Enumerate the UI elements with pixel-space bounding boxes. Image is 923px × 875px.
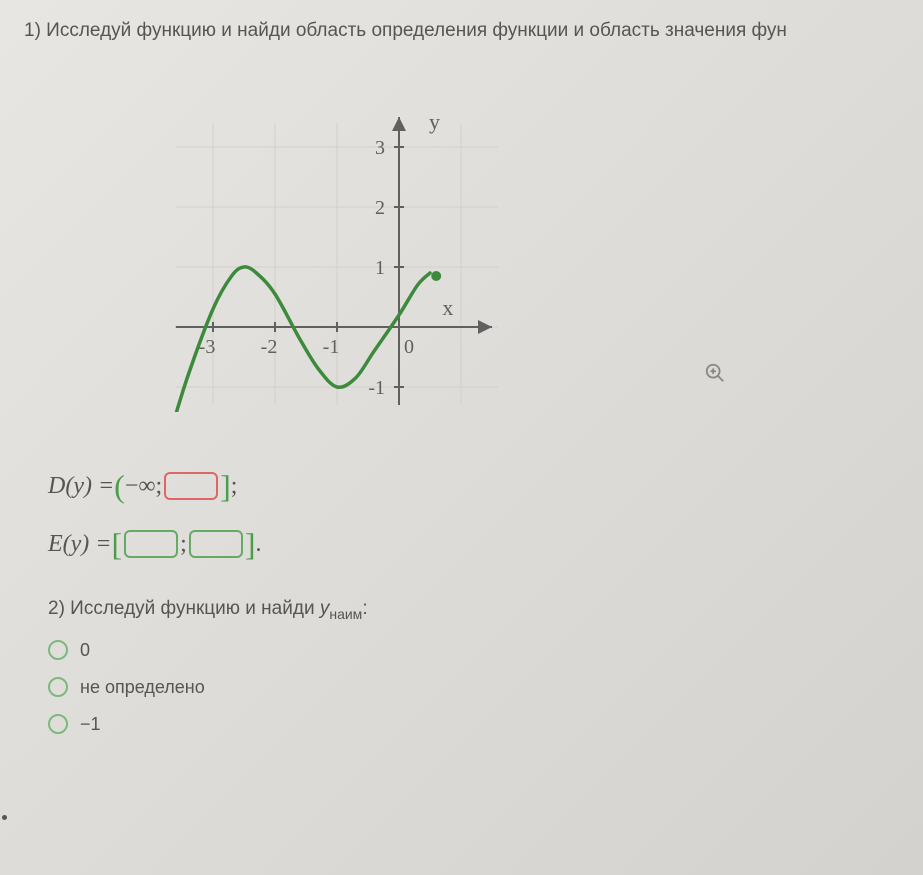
e-sep: ; [180, 526, 187, 562]
option-label: не определено [80, 677, 205, 698]
svg-text:3: 3 [375, 137, 385, 159]
options-list: 0 не определено −1 [48, 640, 899, 735]
open-bracket-e: [ [112, 520, 123, 568]
svg-text:-1: -1 [323, 336, 340, 358]
e-label: E(y) = [48, 526, 112, 562]
q2-suffix: : [362, 598, 367, 619]
formula-range: E(y) = [ ; ] . [48, 520, 899, 568]
q2-sub: наим [329, 606, 362, 622]
open-paren: ( [114, 462, 125, 510]
svg-text:y: y [429, 109, 440, 134]
question-1-text: 1) Исследуй функцию и найди область опре… [24, 20, 899, 42]
d-inner: −∞; [125, 468, 162, 504]
svg-text:x: x [442, 295, 453, 320]
svg-text:-2: -2 [261, 336, 278, 358]
option-1[interactable]: не определено [48, 677, 899, 698]
option-2[interactable]: −1 [48, 714, 899, 735]
e-close: . [255, 526, 261, 562]
q2-var: y [320, 598, 330, 619]
blank-e-upper[interactable] [189, 530, 243, 558]
close-bracket-e: ] [245, 520, 256, 568]
option-label: 0 [80, 640, 90, 661]
d-close: ; [231, 468, 238, 504]
svg-text:2: 2 [375, 197, 385, 219]
svg-text:0: 0 [404, 336, 414, 358]
option-label: −1 [80, 714, 101, 735]
radio-icon [48, 677, 68, 697]
function-chart: yx-3-2-10-1123 [164, 82, 524, 412]
chart-container: yx-3-2-10-1123 [164, 82, 899, 412]
question-2-text: 2) Исследуй функцию и найди yнаим: [48, 598, 899, 622]
formula-domain: D(y) = ( −∞; ] ; [48, 462, 899, 510]
zoom-in-icon[interactable] [704, 362, 726, 390]
blank-e-lower[interactable] [124, 530, 178, 558]
q2-prefix: 2) Исследуй функцию и найди [48, 598, 320, 619]
d-label: D(y) = [48, 468, 114, 504]
option-0[interactable]: 0 [48, 640, 899, 661]
radio-icon [48, 640, 68, 660]
svg-text:-1: -1 [368, 377, 385, 399]
close-bracket-d: ] [220, 462, 231, 510]
decorative-dot [2, 815, 7, 820]
radio-icon [48, 714, 68, 734]
svg-text:1: 1 [375, 257, 385, 279]
blank-d-upper[interactable] [164, 472, 218, 500]
formulas-block: D(y) = ( −∞; ] ; E(y) = [ ; ] . [48, 462, 899, 568]
